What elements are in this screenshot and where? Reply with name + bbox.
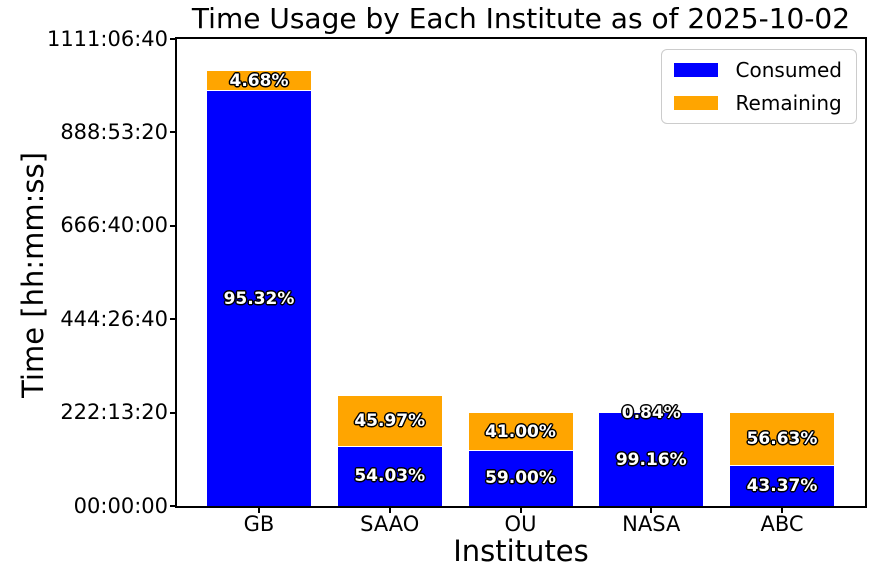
consumed-segment — [730, 465, 834, 506]
x-tick-mark — [650, 506, 653, 513]
remaining-segment — [468, 412, 573, 451]
y-tick-label: 222:13:20 — [60, 400, 168, 425]
legend-entry-remaining: Remaining — [673, 90, 842, 116]
remaining-segment — [337, 396, 442, 447]
y-tick-label: 00:00:00 — [73, 493, 168, 518]
x-tick-label: NASA — [622, 512, 681, 536]
consumed-pct-label: 95.32% — [223, 288, 295, 309]
bar-gb: 4.68% 95.32% — [207, 71, 311, 506]
chart-title: Time Usage by Each Institute as of 2025-… — [191, 2, 851, 35]
remaining-segment — [599, 412, 704, 414]
x-tick-label: GB — [243, 512, 275, 536]
legend: Consumed Remaining — [660, 49, 857, 124]
legend-entry-consumed: Consumed — [673, 57, 842, 83]
remaining-swatch-icon — [673, 96, 718, 110]
remaining-pct-label: 45.97% — [354, 411, 426, 432]
consumed-segment — [207, 91, 311, 506]
x-tick-mark — [388, 506, 391, 513]
remaining-segment — [730, 412, 834, 466]
remaining-pct-label: 41.00% — [485, 421, 556, 442]
y-tick-label: 666:40:00 — [60, 213, 168, 238]
consumed-pct-label: 99.16% — [615, 449, 687, 470]
consumed-segment — [337, 446, 442, 506]
x-tick-label: ABC — [760, 512, 804, 536]
y-tick-mark — [170, 224, 177, 227]
consumed-pct-label: 59.00% — [485, 468, 556, 489]
legend-label: Consumed — [735, 58, 842, 82]
y-tick-mark — [170, 411, 177, 414]
bar-abc: 56.63% 43.37% — [730, 412, 834, 506]
consumed-segment — [599, 413, 704, 506]
y-tick-label: 888:53:20 — [60, 119, 168, 144]
y-tick-label: 1111:06:40 — [46, 26, 168, 51]
consumed-pct-label: 54.03% — [354, 466, 426, 487]
bar-ou: 41.00% 59.00% — [468, 412, 573, 506]
x-tick-label: SAAO — [360, 512, 420, 536]
plot-area: Consumed Remaining 4.68% 95.32% 45.97% 54.0… — [175, 37, 867, 508]
remaining-pct-label: 0.84% — [621, 403, 681, 423]
bar-saao: 45.97% 54.03% — [337, 396, 442, 506]
x-tick-mark — [519, 506, 522, 513]
consumed-pct-label: 43.37% — [746, 475, 818, 496]
y-tick-mark — [170, 318, 177, 321]
y-tick-label: 444:26:40 — [60, 306, 168, 331]
y-tick-mark — [170, 38, 177, 40]
x-axis-label: Institutes — [453, 534, 589, 568]
x-tick-mark — [781, 506, 783, 513]
x-tick-mark — [258, 506, 260, 513]
y-tick-mark — [170, 505, 177, 507]
remaining-pct-label: 4.68% — [229, 71, 289, 92]
y-axis-label: Time [hh:mm:ss] — [16, 152, 50, 398]
y-tick-mark — [170, 131, 177, 134]
remaining-segment — [207, 71, 311, 92]
x-tick-label: OU — [504, 512, 537, 536]
consumed-swatch-icon — [673, 63, 718, 77]
remaining-pct-label: 56.63% — [746, 429, 818, 450]
bar-nasa: 0.84% 99.16% — [599, 403, 704, 506]
consumed-segment — [468, 450, 573, 506]
legend-label: Remaining — [735, 91, 842, 115]
